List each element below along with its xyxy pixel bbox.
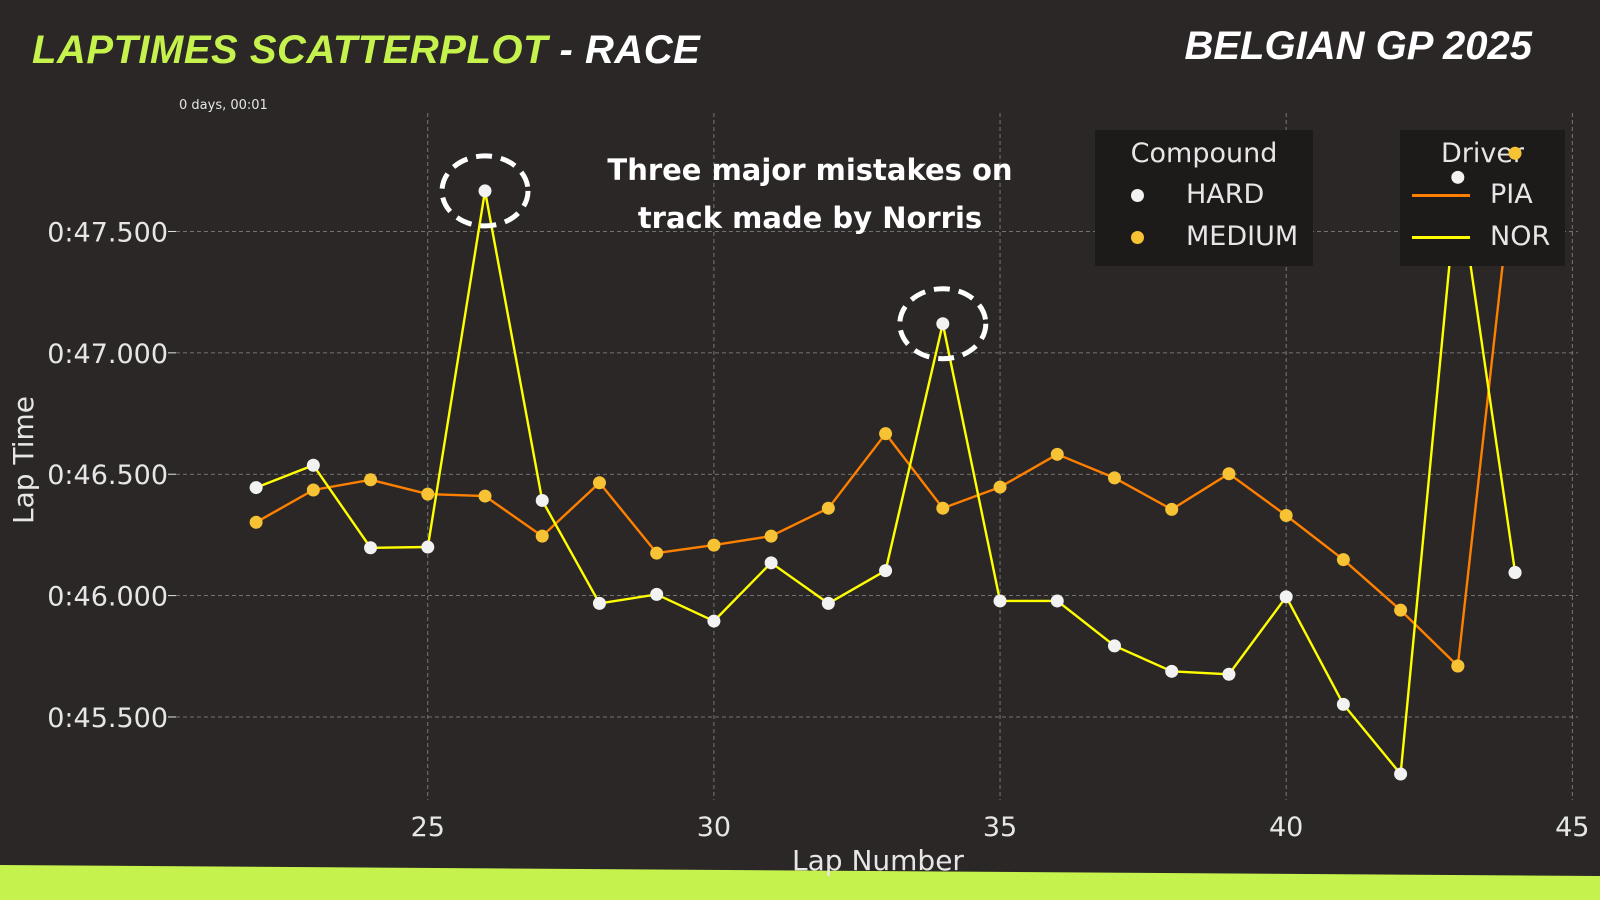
mistake-highlight-circle: [439, 153, 531, 229]
axis-offset-label: 0 days, 00:01: [179, 98, 268, 113]
compound-legend-title: Compound: [1130, 138, 1278, 169]
data-point-nor: [1165, 664, 1179, 678]
data-point-nor: [535, 493, 549, 507]
event-name: BELGIAN GP 2025: [1184, 24, 1532, 68]
title-highlight: LAPTIMES SCATTERPLOT: [32, 28, 548, 72]
annotation-line-1: Three major mistakes on: [607, 153, 1013, 187]
data-point-nor: [879, 564, 893, 578]
data-point-pia: [1165, 502, 1179, 516]
y-tick-label: 0:45.500: [47, 703, 168, 734]
legend-medium-label: MEDIUM: [1186, 221, 1299, 252]
data-point-nor: [1508, 566, 1522, 580]
y-tick-label: 0:47.000: [47, 339, 168, 370]
data-point-pia: [764, 529, 778, 543]
data-point-pia: [1222, 467, 1236, 481]
data-point-nor: [1336, 697, 1350, 711]
data-point-nor: [592, 596, 606, 610]
data-point-pia: [478, 489, 492, 503]
hard-marker-icon: [1131, 189, 1144, 202]
title-session: - RACE: [547, 28, 701, 72]
x-axis-label: Lap Number: [792, 844, 964, 877]
data-point-nor: [993, 594, 1007, 608]
data-point-pia: [1394, 603, 1408, 617]
data-point-nor: [1279, 590, 1293, 604]
annotation-line-2: track made by Norris: [637, 201, 983, 235]
y-tick-label: 0:46.000: [47, 582, 168, 613]
mistakes-annotation: Three major mistakes on track made by No…: [590, 146, 1030, 242]
series-line-nor: [255, 176, 1517, 776]
data-point-pia: [879, 427, 893, 441]
data-point-nor: [821, 596, 835, 610]
data-point-nor: [306, 458, 320, 472]
data-point-nor: [421, 540, 435, 554]
data-point-nor: [650, 587, 664, 601]
x-tick-labels: 25 30 35 40 45: [411, 812, 1590, 843]
data-point-pia: [707, 538, 721, 552]
data-point-pia: [306, 483, 320, 497]
series-lines: [255, 153, 1517, 776]
data-point-nor: [764, 556, 778, 570]
nor-line-icon: [1412, 236, 1470, 239]
legend-pia-label: PIA: [1490, 179, 1533, 210]
compound-legend: Compound HARD MEDIUM: [1095, 130, 1313, 266]
y-axis-label: Lap Time: [7, 396, 40, 524]
x-tick-label: 45: [1555, 812, 1589, 843]
data-point-nor: [1107, 639, 1121, 653]
legend-hard-label: HARD: [1186, 179, 1265, 210]
data-point-nor: [707, 614, 721, 628]
pia-line-icon: [1412, 194, 1470, 197]
data-point-pia: [364, 473, 378, 487]
data-point-pia: [592, 476, 606, 490]
data-point-nor: [936, 317, 950, 331]
chart-header-title: LAPTIMES SCATTERPLOT - RACE: [32, 28, 700, 73]
data-point-pia: [1451, 659, 1465, 673]
data-point-nor: [1394, 767, 1408, 781]
grid-lines: [168, 113, 1578, 800]
legend-nor-label: NOR: [1490, 221, 1551, 252]
data-point-nor: [1050, 594, 1064, 608]
data-point-pia: [421, 487, 435, 501]
x-tick-label: 25: [411, 812, 445, 843]
x-tick-label: 30: [697, 812, 731, 843]
y-tick-label: 0:47.500: [47, 217, 168, 248]
data-point-pia: [1336, 553, 1350, 567]
data-point-pia: [821, 501, 835, 515]
data-point-nor: [1222, 667, 1236, 681]
data-point-nor: [478, 184, 492, 198]
x-tick-label: 40: [1269, 812, 1303, 843]
driver-legend: Driver PIA NOR: [1400, 130, 1565, 266]
data-point-nor: [364, 541, 378, 555]
y-tick-labels: 0:45.500 0:46.000 0:46.500 0:47.000 0:47.500: [47, 217, 168, 734]
data-point-pia: [1050, 447, 1064, 461]
data-point-pia: [1279, 508, 1293, 522]
data-point-pia: [1107, 471, 1121, 485]
data-point-pia: [993, 480, 1007, 494]
medium-marker-icon: [1131, 231, 1144, 244]
data-point-pia: [535, 529, 549, 543]
data-point-nor: [249, 481, 263, 495]
data-point-pia: [249, 515, 263, 529]
data-point-pia: [650, 546, 664, 560]
y-tick-label: 0:46.500: [47, 460, 168, 491]
driver-legend-title: Driver: [1440, 138, 1525, 169]
bottom-accent-stripe: [0, 865, 1600, 900]
data-point-pia: [936, 501, 950, 515]
mistake-highlight-circle: [897, 286, 989, 362]
x-tick-label: 35: [983, 812, 1017, 843]
